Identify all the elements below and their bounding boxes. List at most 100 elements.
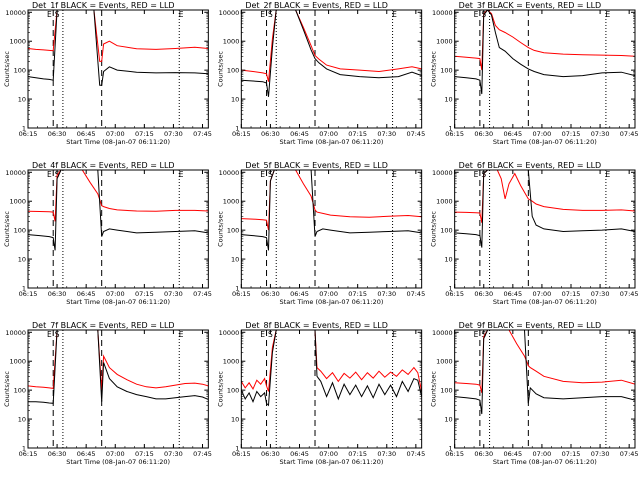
x-axis-label: Start Time (08-Jan-07 06:11:20) xyxy=(493,458,597,466)
event-marker: E xyxy=(179,330,184,339)
event-marker: E xyxy=(605,10,610,19)
y-axis-label: Counts/sec xyxy=(430,371,438,407)
y-tick-label: 10 xyxy=(444,416,452,424)
y-tick-label: 100 xyxy=(227,227,239,235)
y-tick-label: 100 xyxy=(14,67,26,75)
plot-frame xyxy=(240,169,423,289)
series-line-lld xyxy=(241,170,422,231)
series-line-events xyxy=(454,330,635,415)
x-tick-label: 06:15 xyxy=(232,450,251,458)
y-tick-label: 10000 xyxy=(219,329,240,337)
series-line-events xyxy=(28,10,209,86)
x-tick-label: 07:00 xyxy=(319,450,338,458)
y-tick-label: 100 xyxy=(440,387,452,395)
y-tick-label: 10 xyxy=(18,96,26,104)
y-tick-label: 10 xyxy=(231,96,239,104)
panel-title: Det_6f BLACK = Events, RED = LLD xyxy=(459,161,602,170)
y-tick-label: 1 xyxy=(22,125,26,133)
x-tick-label: 07:30 xyxy=(377,290,396,298)
event-marker: E xyxy=(179,10,184,19)
x-tick-label: 07:30 xyxy=(164,450,183,458)
y-tick-label: 100 xyxy=(227,387,239,395)
y-tick-label: 1000 xyxy=(436,358,453,366)
y-tick-label: 1000 xyxy=(9,198,26,206)
y-tick-label: 10000 xyxy=(432,329,453,337)
series-line-events xyxy=(454,170,635,248)
event-marker: S xyxy=(268,10,273,19)
x-tick-label: 07:45 xyxy=(620,450,639,458)
x-tick-label: 07:00 xyxy=(106,450,125,458)
panel-title: Det_4f BLACK = Events, RED = LLD xyxy=(32,161,175,170)
y-tick-label: 10000 xyxy=(5,9,26,17)
event-marker: E xyxy=(474,170,479,179)
series-line-lld xyxy=(241,10,422,82)
x-tick-label: 06:30 xyxy=(48,130,67,138)
y-tick-label: 1 xyxy=(235,125,239,133)
y-tick-label: 1000 xyxy=(223,358,240,366)
panel-title: Det_8f BLACK = Events, RED = LLD xyxy=(245,321,388,330)
x-axis-label: Start Time (08-Jan-07 06:11:20) xyxy=(66,298,170,306)
series-line-lld xyxy=(28,10,209,62)
x-tick-label: 07:30 xyxy=(377,450,396,458)
y-tick-label: 1000 xyxy=(9,38,26,46)
x-tick-label: 07:15 xyxy=(135,130,154,138)
y-axis-label: Counts/sec xyxy=(3,51,11,87)
y-axis-label: Counts/sec xyxy=(216,211,224,247)
y-tick-label: 100 xyxy=(440,227,452,235)
x-tick-label: 06:45 xyxy=(503,450,522,458)
x-tick-label: 07:45 xyxy=(193,290,212,298)
x-tick-label: 07:00 xyxy=(106,130,125,138)
y-tick-label: 1000 xyxy=(436,198,453,206)
x-tick-label: 07:30 xyxy=(164,290,183,298)
x-tick-label: 06:45 xyxy=(290,290,309,298)
panel-title: Det_3f BLACK = Events, RED = LLD xyxy=(459,1,602,10)
event-marker: E xyxy=(260,170,265,179)
x-tick-label: 06:15 xyxy=(232,130,251,138)
x-axis-label: Start Time (08-Jan-07 06:11:20) xyxy=(280,298,384,306)
y-tick-label: 10 xyxy=(444,96,452,104)
plot-frame xyxy=(240,329,423,449)
panel-title: Det_9f BLACK = Events, RED = LLD xyxy=(459,321,602,330)
y-tick-label: 10 xyxy=(444,256,452,264)
series-line-lld xyxy=(454,170,635,223)
y-tick-label: 10000 xyxy=(219,169,240,177)
series-line-events xyxy=(241,170,422,251)
y-tick-label: 1000 xyxy=(9,358,26,366)
event-marker: S xyxy=(268,170,273,179)
y-tick-label: 100 xyxy=(440,67,452,75)
y-axis-label: Counts/sec xyxy=(216,371,224,407)
event-marker: E xyxy=(392,330,397,339)
series-line-events xyxy=(28,170,209,251)
event-marker: E xyxy=(474,330,479,339)
x-tick-label: 07:45 xyxy=(406,290,425,298)
x-tick-label: 07:45 xyxy=(620,290,639,298)
y-tick-label: 100 xyxy=(227,67,239,75)
x-axis-label: Start Time (08-Jan-07 06:11:20) xyxy=(493,138,597,146)
x-tick-label: 07:45 xyxy=(193,130,212,138)
x-tick-label: 06:30 xyxy=(261,290,280,298)
x-tick-label: 07:00 xyxy=(533,290,552,298)
y-tick-label: 10000 xyxy=(219,9,240,17)
x-tick-label: 06:45 xyxy=(77,290,96,298)
event-marker: E xyxy=(260,10,265,19)
x-tick-label: 06:45 xyxy=(290,130,309,138)
y-tick-label: 1 xyxy=(22,285,26,293)
event-marker: E xyxy=(260,330,265,339)
plot-frame xyxy=(454,329,636,449)
x-tick-label: 06:15 xyxy=(19,450,38,458)
x-tick-label: 06:15 xyxy=(19,290,38,298)
y-axis-label: Counts/sec xyxy=(430,211,438,247)
y-tick-label: 1 xyxy=(449,445,453,453)
y-tick-label: 10 xyxy=(231,256,239,264)
event-marker: E xyxy=(474,10,479,19)
x-tick-label: 07:00 xyxy=(319,290,338,298)
y-tick-label: 10000 xyxy=(5,329,26,337)
x-tick-label: 07:15 xyxy=(562,130,581,138)
